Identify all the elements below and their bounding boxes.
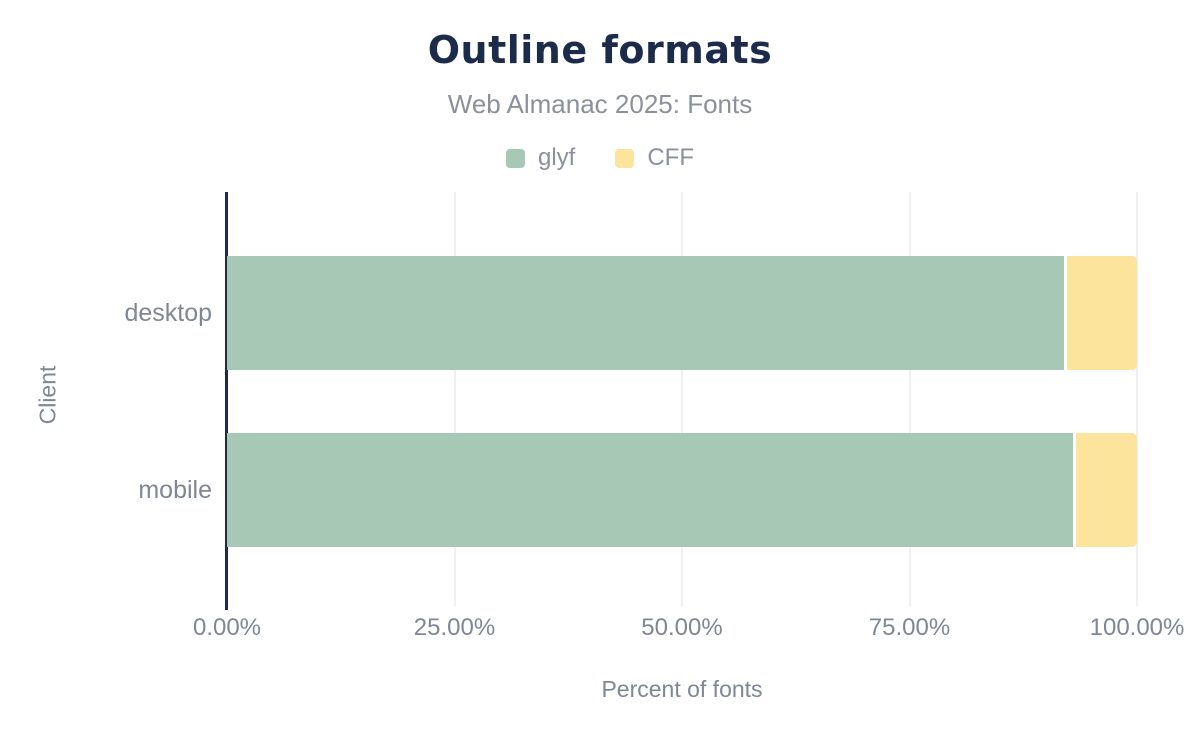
x-tick-label-25: 25.00% — [413, 614, 496, 641]
x-tick-label-50: 50.00% — [641, 614, 723, 641]
plot-area — [225, 192, 1138, 610]
x-tick-label-75: 75.00% — [868, 614, 951, 641]
y-axis-line — [225, 192, 228, 610]
gridline-75 — [908, 192, 911, 606]
chart-subtitle: Web Almanac 2025: Fonts — [447, 89, 753, 119]
bar-mobile — [227, 433, 1137, 547]
legend-label-glyf: glyf — [537, 144, 576, 171]
gridline-25 — [453, 192, 456, 606]
category-label-mobile: mobile — [138, 475, 212, 504]
legend-item-glyf[interactable]: glyf — [505, 144, 576, 172]
legend-label-CFF: CFF — [647, 144, 694, 171]
x-axis-ticks: 0.00% 25.00% 50.00% 75.00% 100.00% — [193, 614, 1184, 646]
x-axis-title: Percent of fonts — [601, 676, 763, 702]
bar-segment-mobile-CFF[interactable] — [1073, 433, 1137, 547]
category-label-desktop: desktop — [124, 298, 212, 327]
y-axis-category-labels: desktop mobile — [0, 192, 212, 598]
legend-swatch-glyf — [505, 148, 525, 168]
bar-segment-mobile-glyf[interactable] — [227, 433, 1074, 547]
bar-segment-desktop-glyf[interactable] — [227, 256, 1065, 370]
gridline-100 — [1136, 192, 1138, 606]
bar-segment-desktop-CFF[interactable] — [1064, 256, 1137, 370]
bar-desktop — [227, 256, 1137, 370]
x-tick-label-0: 0.00% — [192, 614, 262, 641]
legend-item-CFF[interactable]: CFF — [615, 144, 694, 172]
chart-title: Outline formats — [427, 28, 773, 72]
legend: glyf CFF — [0, 144, 1200, 172]
gridline-50 — [681, 192, 683, 606]
legend-swatch-CFF — [615, 148, 635, 168]
x-tick-label-100: 100.00% — [1089, 614, 1185, 641]
